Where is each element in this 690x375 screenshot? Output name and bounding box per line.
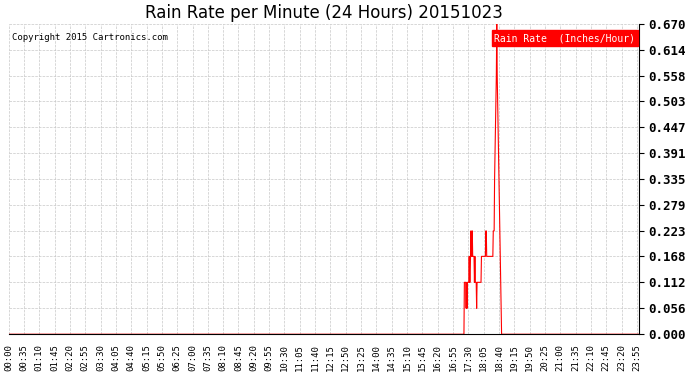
Text: Copyright 2015 Cartronics.com: Copyright 2015 Cartronics.com	[12, 33, 168, 42]
Title: Rain Rate per Minute (24 Hours) 20151023: Rain Rate per Minute (24 Hours) 20151023	[145, 4, 502, 22]
Text: Rain Rate  (Inches/Hour): Rain Rate (Inches/Hour)	[495, 33, 635, 43]
